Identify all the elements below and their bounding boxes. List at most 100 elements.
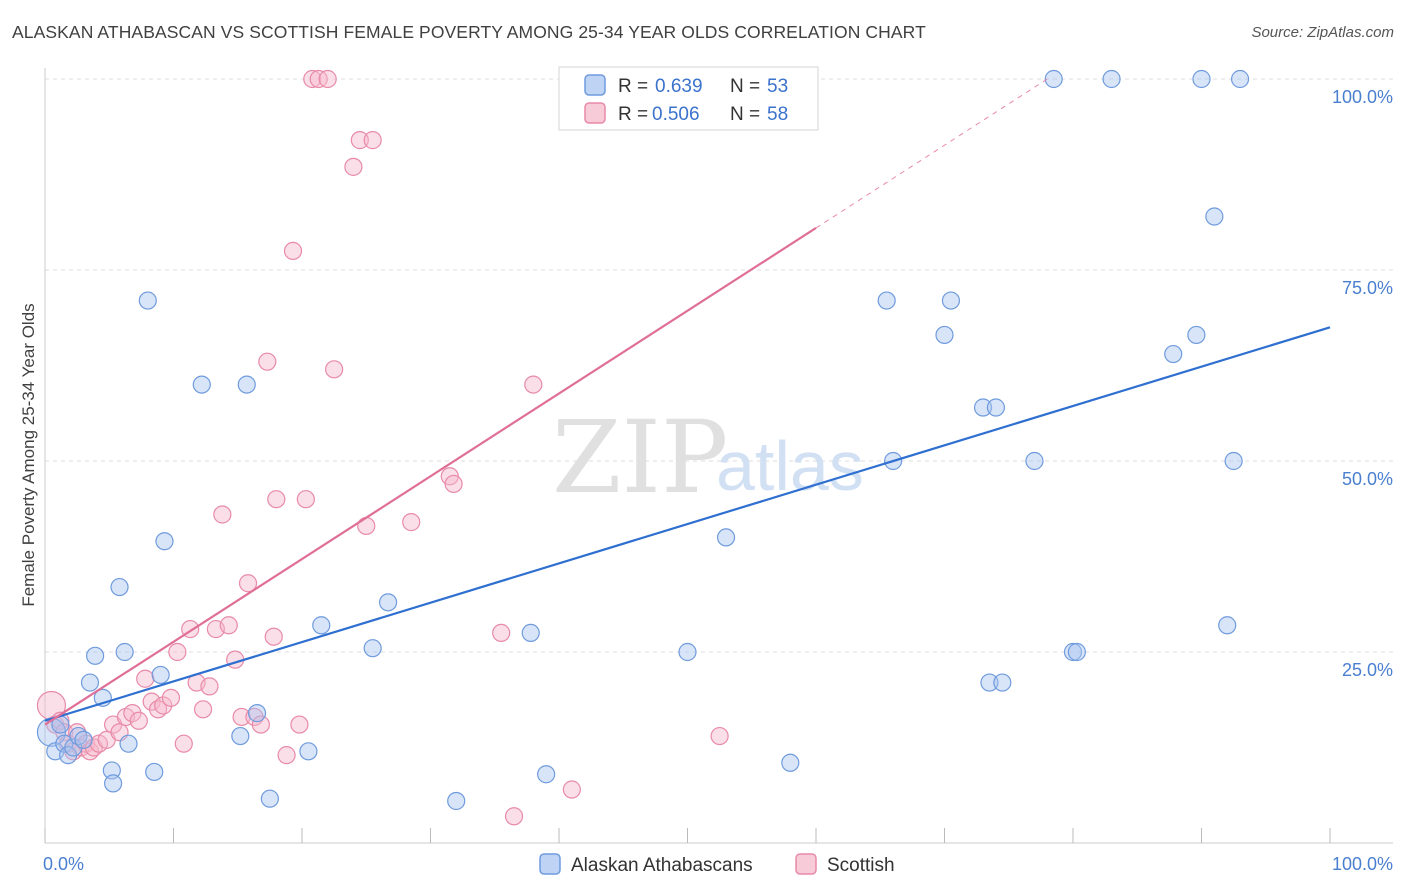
athabascan-point-33: [716, 528, 736, 547]
legend-swatch-blue: [584, 74, 606, 96]
scottish-point-42: [290, 715, 309, 734]
athabascan-point-53: [1230, 69, 1250, 89]
athabascan-point-49: [1187, 325, 1206, 345]
athabascan-point-41: [980, 673, 999, 692]
y-tick-label-2: 75.0%: [1342, 278, 1393, 298]
scottish-point-56: [504, 807, 524, 826]
athabascan-point-30: [521, 623, 540, 643]
athabascan-point-48: [1164, 344, 1183, 364]
athabascan-point-21: [231, 726, 250, 746]
athabascan-point-52: [1224, 451, 1243, 471]
bottom-legend-swatch-pink: [795, 853, 817, 875]
athabascan-point-46: [1044, 69, 1063, 89]
scottish-point-18: [136, 669, 155, 688]
scottish-point-39: [267, 490, 286, 509]
scottish-point-34: [238, 574, 258, 593]
athabascan-point-45: [1067, 642, 1086, 662]
y-tick-label-1: 50.0%: [1342, 469, 1393, 489]
scottish-point-47: [325, 360, 344, 379]
scottish-point-49: [350, 131, 369, 150]
athabascan-point-40: [986, 398, 1006, 417]
bottom-legend-label-blue: Alaskan Athabascans: [571, 855, 753, 876]
scottish-point-17: [129, 711, 148, 730]
scottish-trend-extension: [815, 78, 1048, 229]
legend-r-value-pink: 0.506: [652, 104, 700, 125]
y-tick-labels: 25.0% 50.0% 75.0% 100.0%: [1332, 87, 1393, 680]
athabascan-point-35: [877, 291, 896, 310]
scottish-point-22: [161, 688, 181, 707]
legend-swatch-pink: [584, 102, 606, 124]
legend-n-value-blue: 53: [767, 76, 788, 97]
athabascan-point-54: [1218, 616, 1237, 635]
athabascan-trend-line: [44, 326, 1331, 722]
athabascan-point-7: [74, 730, 93, 749]
scottish-point-57: [524, 375, 543, 394]
athabascan-point-44: [1063, 642, 1083, 662]
gridlines: [45, 78, 1393, 653]
scottish-point-46: [318, 69, 337, 89]
athabascan-point-5: [64, 738, 83, 757]
athabascan-point-13: [110, 577, 129, 597]
athabascan-point-15: [119, 734, 138, 753]
bottom-legend-label-pink: Scottish: [827, 855, 895, 876]
athabascan-point-50: [1192, 69, 1211, 89]
athabascan-point-9: [86, 646, 105, 665]
scottish-point-58: [562, 780, 581, 799]
scottish-point-51: [363, 131, 382, 150]
source-label: Source: ZipAtlas.com: [1251, 24, 1394, 41]
watermark: ZIP atlas: [552, 399, 864, 516]
scottish-point-16: [123, 704, 142, 723]
bottom-legend: Alaskan Athabascans Scottish: [539, 853, 895, 876]
bottom-legend-swatch-blue: [539, 853, 561, 875]
watermark-zip: ZIP: [552, 399, 728, 516]
scottish-point-33: [232, 707, 251, 727]
athabascan-point-8: [80, 673, 100, 692]
athabascan-point-17: [145, 762, 164, 782]
x-tick-label-min: 0.0%: [43, 854, 84, 874]
scottish-point-44: [303, 69, 322, 89]
athabascan-point-29: [447, 791, 466, 811]
scottish-point-28: [200, 677, 219, 696]
athabascan-point-14: [115, 642, 134, 662]
y-tick-label-3: 100.0%: [1332, 87, 1393, 107]
axes: [44, 68, 1393, 844]
scottish-point-27: [193, 700, 213, 719]
y-axis-label: Female Poverty Among 25-34 Year Olds: [19, 303, 38, 606]
scottish-point-55: [492, 623, 511, 643]
chart-title: ALASKAN ATHABASCAN VS SCOTTISH FEMALE PO…: [12, 22, 926, 42]
legend-r-value-blue: 0.639: [655, 76, 703, 97]
scottish-point-40: [277, 746, 296, 765]
scottish-point-36: [251, 715, 270, 734]
scottish-point-43: [296, 490, 315, 509]
athabascan-point-26: [312, 616, 331, 635]
scottish-point-19: [142, 692, 161, 711]
athabascan-point-39: [973, 398, 993, 417]
scottish-point-23: [168, 642, 187, 662]
athabascan-point-32: [678, 642, 697, 662]
athabascan-point-28: [378, 593, 398, 612]
scottish-point-59: [710, 726, 729, 746]
athabascan-point-34: [781, 753, 800, 772]
scottish-point-54: [444, 474, 463, 494]
scottish-point-48: [344, 157, 363, 176]
legend-n-label-blue: N =: [730, 76, 765, 97]
athabascan-point-27: [363, 639, 382, 658]
x-tick-label-max: 100.0%: [1332, 854, 1393, 874]
athabascan-point-37: [935, 325, 954, 345]
scottish-point-37: [258, 352, 277, 371]
stats-legend: R = 0.639 N = 53 R = 0.506 N = 58: [558, 66, 819, 131]
legend-r-label-blue: R =: [618, 76, 653, 97]
scottish-point-24: [174, 734, 193, 753]
athabascan-point-25: [299, 742, 318, 761]
athabascan-point-38: [941, 291, 961, 310]
scottish-point-30: [213, 505, 232, 524]
athabascan-point-19: [155, 532, 174, 551]
scottish-trend-line: [44, 227, 817, 726]
athabascan-point-24: [260, 789, 279, 808]
athabascan-point-47: [1102, 69, 1121, 89]
scottish-point-50: [357, 516, 376, 536]
athabascan-point-42: [993, 673, 1012, 692]
legend-r-label-pink: R =: [618, 104, 653, 125]
scottish-point-41: [283, 241, 303, 260]
